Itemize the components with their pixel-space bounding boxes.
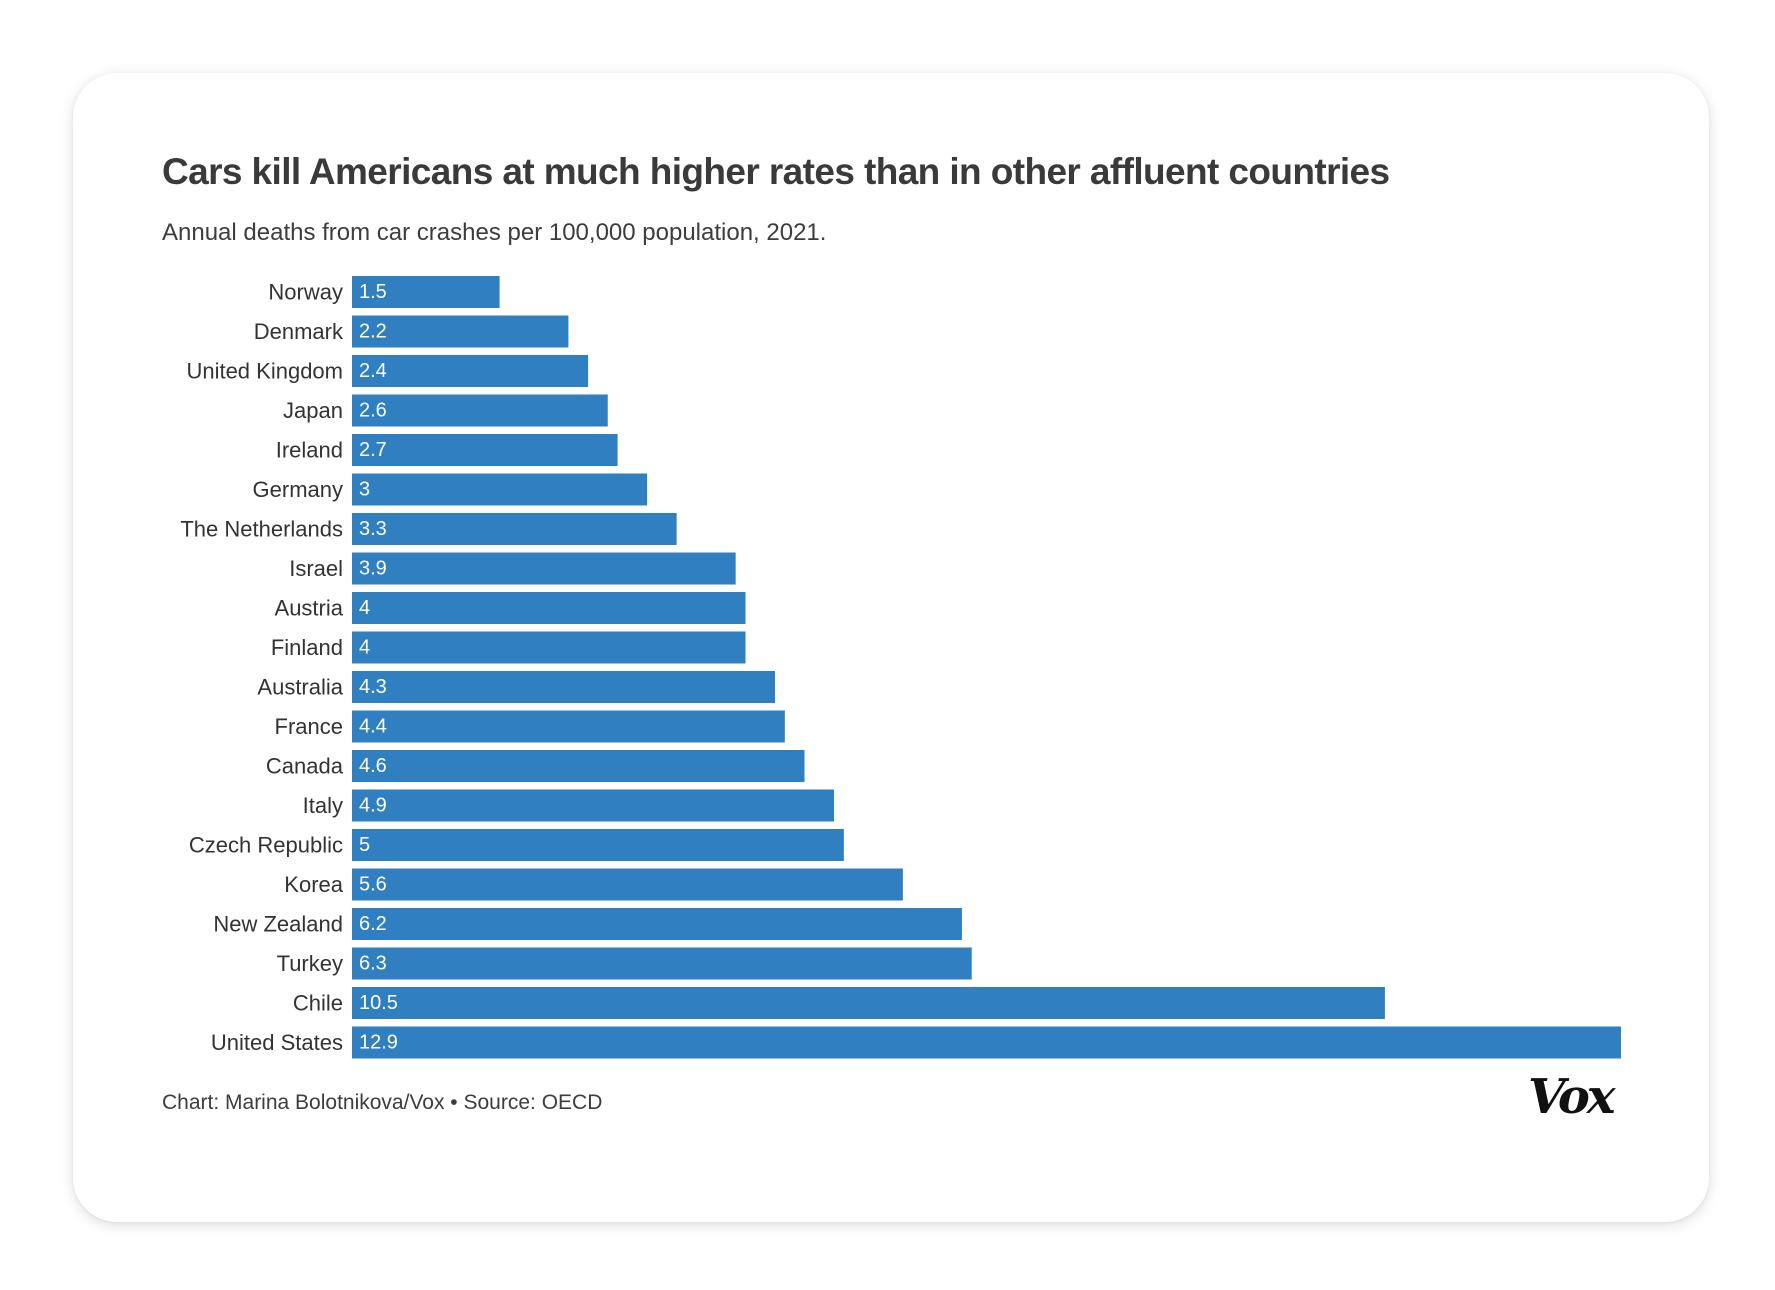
value-label: 3.9 [359,558,387,580]
bar-chart: Norway 1.5 Denmark 2.2 United Kingdom 2.4 Japa… [180,276,1621,1059]
value-label: 2.2 [359,321,387,343]
chart-title: Cars kill Americans at much higher rates… [162,151,1390,192]
value-label: 5 [359,834,370,856]
value-label: 4 [359,597,370,619]
bar-austria [352,592,746,624]
value-label: 3.3 [359,518,387,540]
category-label: Czech Republic [189,833,343,858]
bar-japan [352,394,608,427]
bar-united-states [352,1026,1621,1059]
bar-finland [352,631,746,664]
category-label: Turkey [277,951,343,976]
category-label: United States [211,1030,343,1055]
value-label: 12.9 [359,1032,398,1054]
category-label: Korea [284,872,343,897]
bar-korea [352,868,903,901]
value-label: 2.7 [359,439,387,461]
bar-czech-republic [352,829,844,861]
category-label: Denmark [254,319,344,344]
bar-turkey [352,947,972,980]
category-label: The Netherlands [180,517,343,542]
value-label: 6.3 [359,953,387,975]
category-label: United Kingdom [186,359,343,384]
bar-new-zealand [352,908,962,940]
bar-germany [352,473,648,506]
value-label: 4.9 [359,795,387,817]
value-label: 6.2 [359,913,387,935]
value-label: 5.6 [359,874,387,896]
value-label: 4.6 [359,755,387,777]
category-label: Canada [266,754,344,779]
chart-card: Cars kill Americans at much higher rates… [73,73,1709,1222]
value-label: 4 [359,637,370,659]
category-label: New Zealand [213,912,343,937]
chart-credit: Chart: Marina Bolotnikova/Vox • Source: … [162,1091,603,1114]
value-label: 10.5 [359,992,398,1014]
category-label: Australia [257,675,343,700]
bar-ireland [352,434,618,466]
bar-denmark [352,315,569,348]
bar-italy [352,789,835,822]
value-label: 2.4 [359,360,387,382]
bar-france [352,710,785,743]
vox-logo: Vox [1528,1069,1615,1125]
chart-subtitle: Annual deaths from car crashes per 100,0… [162,219,827,246]
value-label: 3 [359,479,370,501]
value-label: 2.6 [359,400,387,422]
value-label: 4.4 [359,716,387,738]
category-label: France [275,714,343,739]
category-label: Ireland [276,438,343,463]
bar-chile [352,987,1385,1019]
category-label: Finland [271,635,343,660]
bar-the-netherlands [352,513,677,545]
value-label: 1.5 [359,281,387,303]
value-label: 4.3 [359,676,387,698]
category-label: Italy [303,793,343,818]
category-label: Chile [293,991,343,1016]
category-label: Austria [275,596,344,621]
bar-australia [352,671,775,703]
bar-israel [352,552,736,585]
bar-united-kingdom [352,355,589,387]
bar-canada [352,750,805,782]
category-label: Norway [268,280,343,305]
category-label: Japan [283,398,343,423]
bar-norway [352,276,500,308]
category-label: Germany [253,477,343,502]
category-label: Israel [289,556,343,581]
